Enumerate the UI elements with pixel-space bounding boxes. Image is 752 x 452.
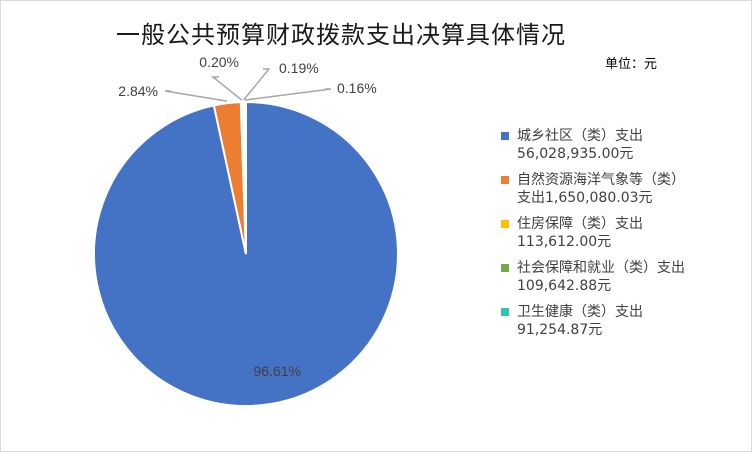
legend-text-5-1: 卫生健康（类）支出 (517, 304, 643, 320)
leader-line-5 (245, 88, 332, 101)
legend-text-3-1: 住房保障（类）支出 (517, 216, 643, 232)
legend-swatch-5 (501, 308, 509, 316)
percent-label-3: 0.20% (199, 54, 239, 70)
percent-label-2: 2.84% (118, 83, 158, 99)
legend-swatch-1 (501, 132, 509, 140)
legend-text-4-1: 社会保障和就业（类）支出 (517, 260, 685, 276)
legend-text-1-1: 城乡社区（类）支出 (517, 128, 643, 144)
legend-text-1-2: 56,028,935.00元 (517, 146, 634, 162)
legend-swatch-2 (501, 176, 509, 184)
legend-item-3: 住房保障（类）支出 113,612.00元 (501, 215, 746, 251)
legend-text-4-2: 109,642.88元 (517, 278, 612, 294)
unit-label: 单位：元 (605, 57, 658, 72)
percent-label-4: 0.19% (279, 60, 319, 76)
percent-label-5: 0.16% (337, 80, 377, 96)
legend-item-2: 自然资源海洋气象等（类） 支出1,650,080.03元 (501, 171, 746, 207)
chart-title: 一般公共预算财政拨款支出决算具体情况 (116, 21, 566, 49)
leader-line-2 (164, 90, 228, 102)
pie-slice-5 (243, 100, 247, 255)
legend-text-2-2: 支出1,650,080.03元 (517, 190, 653, 206)
legend-text-2-1: 自然资源海洋气象等（类） (517, 172, 685, 188)
legend-item-5: 卫生健康（类）支出 91,254.87元 (501, 303, 746, 339)
legend-swatch-3 (501, 220, 509, 228)
legend-swatch-4 (501, 264, 509, 272)
legend-item-1: 城乡社区（类）支出 56,028,935.00元 (501, 127, 746, 163)
leader-line-4 (242, 68, 271, 101)
legend-text-3-2: 113,612.00元 (517, 234, 612, 250)
legend-text-5-2: 91,254.87元 (517, 322, 603, 338)
legend: 城乡社区（类）支出 56,028,935.00元自然资源海洋气象等（类） 支出1,6… (501, 127, 746, 347)
leader-line-3 (210, 76, 243, 101)
legend-item-4: 社会保障和就业（类）支出 109,642.88元 (501, 259, 746, 295)
percent-label-1: 96.61% (254, 363, 301, 379)
